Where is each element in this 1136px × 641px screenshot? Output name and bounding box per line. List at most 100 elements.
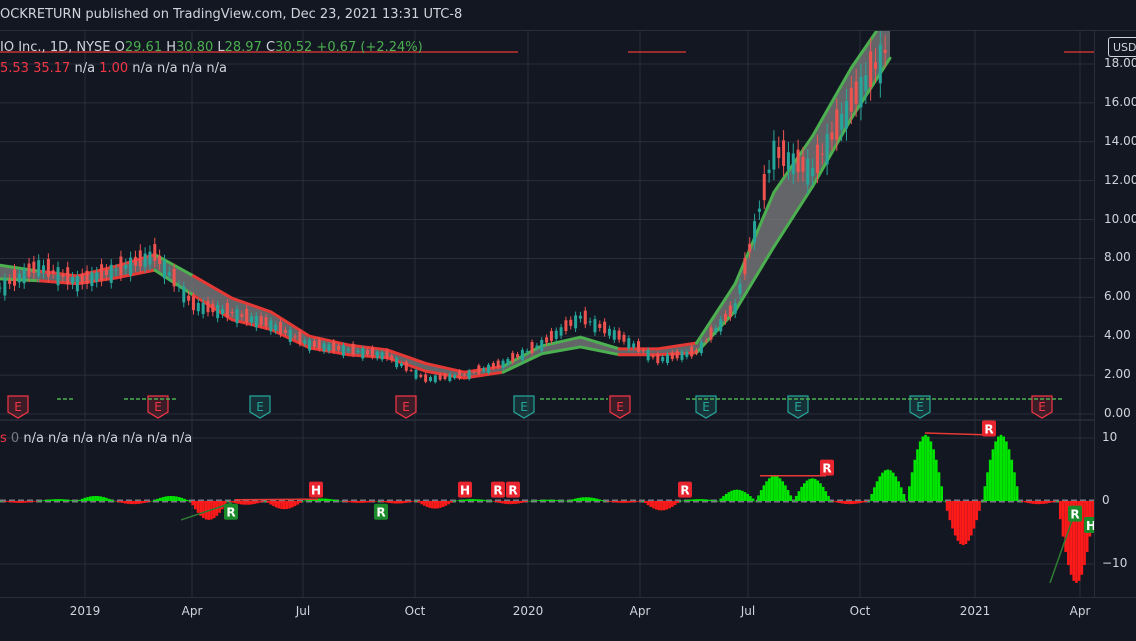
oscillator-bar bbox=[105, 497, 108, 501]
ribbon-upper-segment bbox=[656, 341, 699, 351]
oscillator-bar bbox=[662, 501, 666, 511]
oscillator-bar bbox=[964, 501, 968, 544]
oscillator-bar bbox=[972, 501, 976, 529]
candle-body bbox=[22, 268, 26, 284]
time-tick-label: Jul bbox=[295, 604, 311, 618]
oscillator-bar bbox=[641, 501, 644, 502]
oscillator-bar bbox=[622, 501, 626, 503]
ribbon-upper-segment bbox=[269, 310, 312, 338]
candle-body bbox=[844, 101, 848, 129]
earnings-label: E bbox=[154, 400, 162, 414]
oscillator-bar bbox=[1032, 501, 1035, 504]
oscillator-bar bbox=[339, 501, 343, 502]
oscillator-signal-label: R bbox=[680, 484, 689, 498]
oscillator-bar bbox=[449, 501, 453, 503]
oscillator-bar bbox=[269, 501, 273, 505]
ribbon-lower-segment bbox=[578, 345, 621, 357]
oscillator-bar bbox=[959, 501, 962, 544]
oscillator-bar bbox=[347, 501, 351, 503]
oscillator-bar bbox=[1010, 459, 1014, 501]
oscillator-bar bbox=[301, 501, 305, 502]
oscillator-bar bbox=[700, 499, 704, 501]
oscillator-bar bbox=[590, 497, 593, 501]
divergence-line bbox=[234, 498, 319, 501]
candle-body bbox=[467, 370, 471, 379]
oscillator-signal-label: R bbox=[822, 462, 831, 476]
oscillator-bar bbox=[929, 441, 933, 501]
candle-body bbox=[51, 270, 55, 274]
symbol-legend: IO Inc., 1D, NYSE O29.61 H30.80 L28.97 C… bbox=[0, 40, 423, 55]
oscillator-bar bbox=[910, 472, 914, 501]
oscillator-bar bbox=[274, 501, 278, 508]
oscillator-bar bbox=[652, 501, 655, 509]
candle-body bbox=[699, 342, 703, 354]
price-scale[interactable] bbox=[1094, 31, 1136, 609]
oscillator-bar bbox=[51, 499, 54, 501]
candle-body bbox=[501, 360, 505, 368]
candle-body bbox=[598, 323, 602, 329]
oscillator-bar bbox=[498, 501, 502, 503]
oscillator-bar bbox=[600, 500, 604, 501]
oscillator-bar bbox=[735, 489, 739, 501]
oscillator-bar bbox=[83, 497, 87, 501]
oscillator-bar bbox=[1029, 501, 1032, 504]
oscillator-bar bbox=[388, 501, 391, 503]
oscillator-bar bbox=[161, 497, 165, 501]
candle-body bbox=[458, 370, 462, 379]
candle-body bbox=[491, 363, 495, 369]
candle-body bbox=[864, 75, 868, 91]
oscillator-bar bbox=[943, 501, 946, 502]
candle-body bbox=[796, 149, 800, 173]
ribbon-upper-segment bbox=[424, 361, 466, 374]
oscillator-signal-marker bbox=[491, 481, 505, 498]
oscillator-bar bbox=[719, 498, 723, 501]
oscillator-bar bbox=[727, 492, 731, 501]
oscillator-bar bbox=[846, 501, 849, 505]
oscillator-bar bbox=[1021, 501, 1024, 502]
candle-body bbox=[129, 257, 133, 276]
oscillator-bar bbox=[468, 499, 472, 501]
oscillator-bar bbox=[722, 496, 725, 501]
divergence-line bbox=[1049, 514, 1075, 584]
oscillator-bar bbox=[784, 485, 787, 501]
candle-body bbox=[133, 256, 137, 266]
earnings-marker bbox=[7, 395, 29, 419]
oscillator-bar bbox=[121, 501, 124, 503]
oscillator-bar bbox=[533, 500, 537, 501]
oscillator-bar bbox=[503, 501, 507, 504]
candle-body bbox=[80, 273, 84, 285]
candle-body bbox=[143, 253, 147, 267]
oscillator-bar bbox=[463, 499, 467, 501]
oscillator-bar bbox=[493, 501, 496, 502]
candle-body bbox=[293, 336, 297, 338]
time-scale[interactable] bbox=[0, 597, 1136, 641]
oscillator-bar bbox=[288, 501, 291, 509]
oscillator-bar bbox=[231, 501, 235, 503]
candle-body bbox=[525, 351, 529, 353]
candle-body bbox=[95, 272, 99, 282]
candle-body bbox=[361, 348, 365, 359]
close-value: 30.52 bbox=[275, 40, 313, 55]
oscillator-bar bbox=[1034, 501, 1038, 505]
oscillator-bar bbox=[1023, 501, 1027, 503]
currency-badge[interactable]: USD bbox=[1108, 37, 1136, 57]
candle-body bbox=[13, 269, 17, 286]
ribbon-upper-segment bbox=[230, 296, 273, 314]
oscillator-bar bbox=[247, 501, 251, 505]
candle-body bbox=[162, 260, 166, 279]
candle-body bbox=[114, 269, 118, 271]
oscillator-bar bbox=[18, 501, 22, 503]
candle-body bbox=[0, 287, 2, 289]
oscillator-bar bbox=[544, 499, 547, 501]
oscillator-bar bbox=[180, 497, 184, 501]
oscillator-bar bbox=[199, 501, 202, 516]
earnings-marker bbox=[695, 395, 717, 419]
oscillator-bar bbox=[1072, 501, 1076, 581]
candle-body bbox=[656, 353, 660, 364]
oscillator-bar bbox=[838, 501, 841, 503]
oscillator-bar bbox=[10, 501, 14, 503]
earnings-label: E bbox=[256, 400, 264, 414]
oscillator-bar bbox=[417, 501, 421, 503]
oscillator-bar bbox=[576, 498, 580, 501]
